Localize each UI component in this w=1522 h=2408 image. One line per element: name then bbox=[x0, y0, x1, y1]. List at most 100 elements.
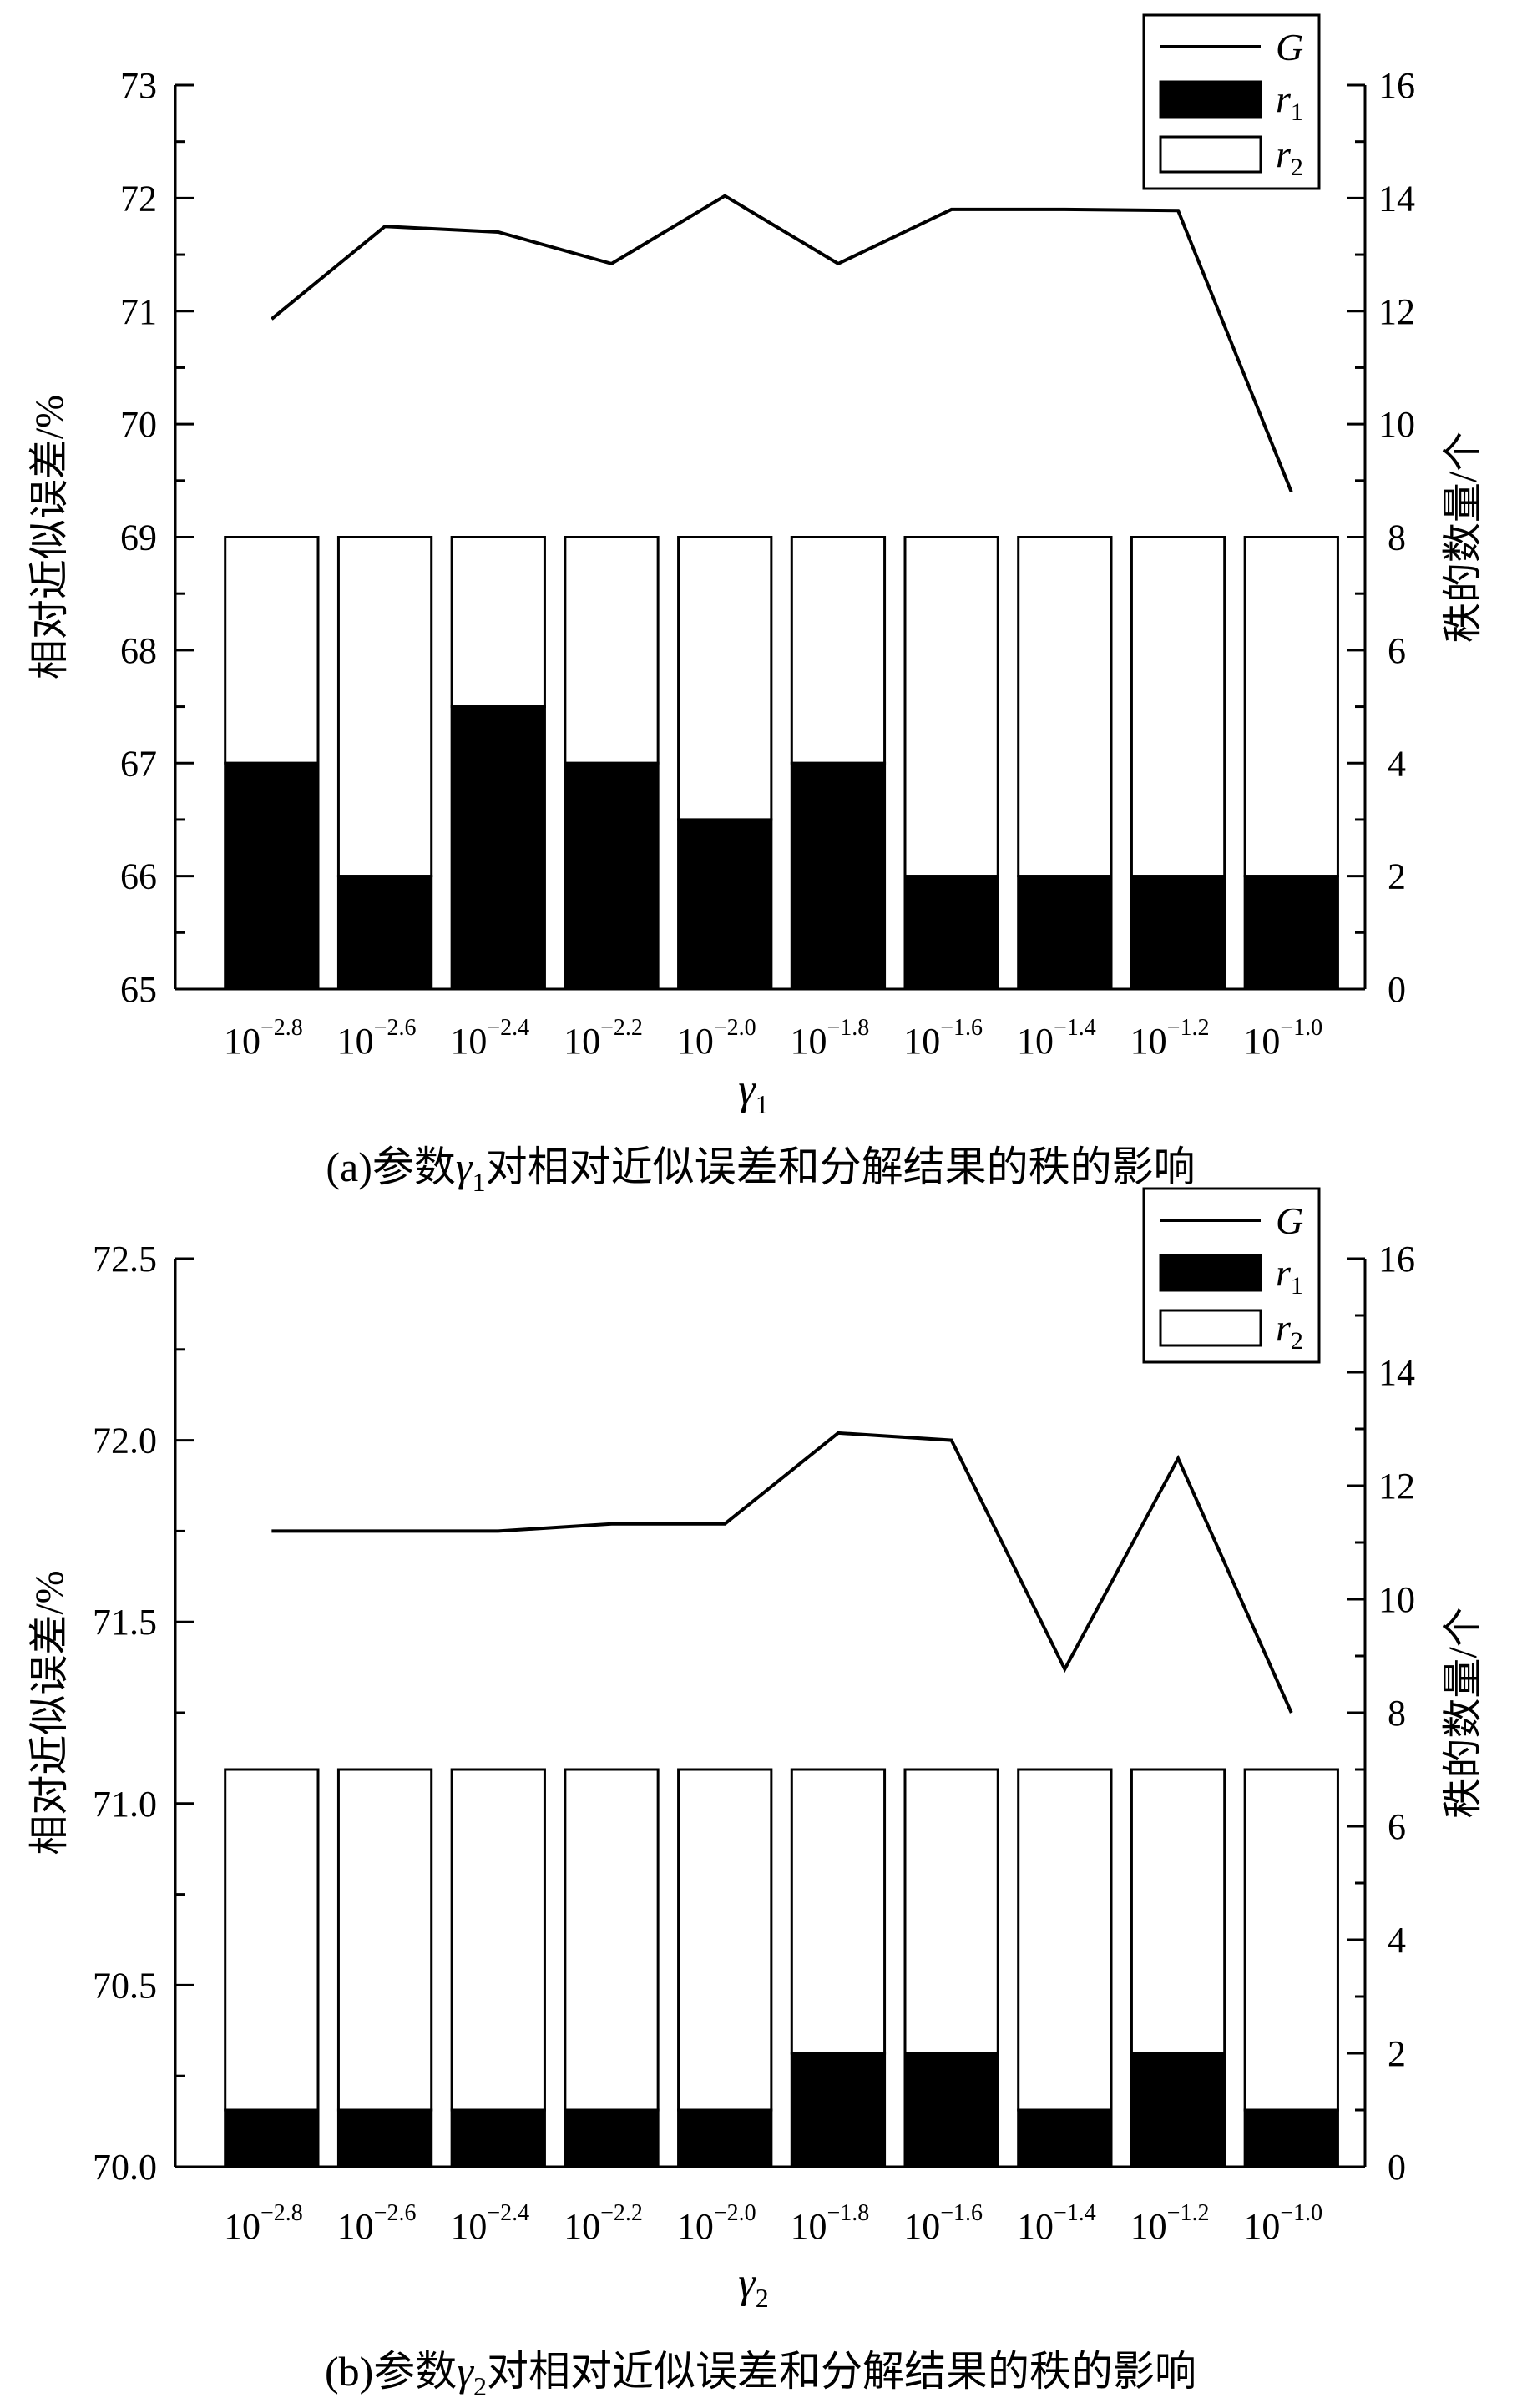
x-tick-label: 10−1.8 bbox=[791, 1015, 870, 1062]
bar-r2 bbox=[790, 536, 887, 765]
x-tick-base: 10 bbox=[791, 1021, 827, 1062]
x-tick-label: 10−1.8 bbox=[791, 2200, 870, 2247]
bar-r2 bbox=[1130, 1768, 1226, 2055]
series-line-G bbox=[271, 194, 1293, 493]
x-tick-base: 10 bbox=[450, 1021, 487, 1062]
y-axis-label-left: 相对近似误差/% bbox=[28, 1570, 72, 1855]
right-tick-label: 16 bbox=[1378, 65, 1415, 106]
left-tick-label: 72.0 bbox=[93, 1421, 157, 1461]
x-tick-base: 10 bbox=[564, 1021, 600, 1062]
legend-label: G bbox=[1276, 26, 1303, 68]
legend-label-sub: 1 bbox=[1291, 98, 1303, 126]
bar-r1 bbox=[1130, 875, 1226, 991]
left-tick-label: 67 bbox=[120, 743, 157, 784]
x-tick-label: 10−1.4 bbox=[1017, 1015, 1096, 1062]
x-tick-base: 10 bbox=[337, 1021, 374, 1062]
y-axis-label-right: 秩的数量/个 bbox=[1441, 432, 1485, 643]
x-tick-base: 10 bbox=[337, 2206, 374, 2247]
bar-r1 bbox=[564, 2108, 660, 2168]
right-tick-label: 0 bbox=[1388, 969, 1406, 1010]
bar-r1 bbox=[790, 761, 887, 991]
x-tick-base: 10 bbox=[1017, 2206, 1054, 2247]
bar-r2 bbox=[903, 536, 999, 878]
x-axis-subscript: 1 bbox=[756, 1089, 769, 1119]
x-tick-label: 10−1.6 bbox=[903, 1015, 983, 1062]
bar-r2 bbox=[903, 1768, 999, 2055]
x-axis-symbol: γ bbox=[738, 2259, 756, 2307]
legend-label-sub: 1 bbox=[1291, 1272, 1303, 1300]
bar-r1 bbox=[224, 2108, 320, 2168]
x-tick-base: 10 bbox=[224, 1021, 260, 1062]
left-tick-label: 71.5 bbox=[93, 1602, 157, 1643]
caption-subscript: 1 bbox=[473, 1167, 486, 1197]
x-tick-label: 10−1.0 bbox=[1243, 2200, 1322, 2247]
x-tick-exponent: −2.6 bbox=[374, 1015, 417, 1041]
bar-r1 bbox=[1017, 2108, 1113, 2168]
right-tick-label: 12 bbox=[1378, 291, 1415, 332]
bar-r1 bbox=[903, 875, 999, 991]
x-tick-exponent: −1.4 bbox=[1054, 2200, 1096, 2226]
x-tick-exponent: −1.4 bbox=[1054, 1015, 1096, 1041]
right-tick-label: 0 bbox=[1388, 2147, 1406, 2188]
bar-r2 bbox=[1017, 536, 1113, 878]
bar-r2 bbox=[677, 1768, 773, 2112]
bar-r1 bbox=[1243, 875, 1339, 991]
x-tick-base: 10 bbox=[1130, 1021, 1167, 1062]
bar-r2 bbox=[1017, 1768, 1113, 2112]
caption-symbol: γ bbox=[457, 2348, 474, 2395]
x-tick-base: 10 bbox=[1130, 2206, 1167, 2247]
x-tick-label: 10−1.0 bbox=[1243, 1015, 1322, 1062]
bar-r2 bbox=[224, 536, 320, 765]
x-tick-exponent: −1.2 bbox=[1167, 1015, 1210, 1041]
bar-r2 bbox=[790, 1768, 887, 2055]
legend-label-text: G bbox=[1276, 26, 1303, 68]
bar-r1 bbox=[1130, 2052, 1226, 2168]
x-tick-base: 10 bbox=[224, 2206, 260, 2247]
x-tick-exponent: −2.4 bbox=[487, 2200, 529, 2226]
x-tick-exponent: −2.8 bbox=[260, 1015, 303, 1041]
legend-label-sub: 2 bbox=[1291, 1327, 1303, 1355]
x-tick-base: 10 bbox=[1243, 1021, 1280, 1062]
right-tick-label: 10 bbox=[1378, 404, 1415, 445]
bar-r2 bbox=[677, 536, 773, 821]
x-tick-label: 10−1.4 bbox=[1017, 2200, 1096, 2247]
caption-suffix: 对相对近似误差和分解结果的秩的影响 bbox=[487, 2348, 1196, 2395]
left-tick-label: 73 bbox=[120, 65, 157, 106]
x-tick-label: 10−2.6 bbox=[337, 2200, 417, 2247]
legend-label-sub: 2 bbox=[1291, 154, 1303, 181]
x-tick-label: 10−2.0 bbox=[677, 1015, 756, 1062]
x-tick-label: 10−2.4 bbox=[450, 2200, 529, 2247]
bar-r2 bbox=[1243, 536, 1339, 878]
x-tick-label: 10−2.8 bbox=[224, 2200, 303, 2247]
x-tick-base: 10 bbox=[791, 2206, 827, 2247]
x-axis-symbol: γ bbox=[738, 1066, 756, 1113]
caption-subscript: 2 bbox=[473, 2371, 487, 2401]
x-tick-exponent: −2.0 bbox=[714, 1015, 756, 1041]
legend-label: r1 bbox=[1276, 1251, 1303, 1300]
left-tick-label: 70.0 bbox=[93, 2147, 157, 2188]
x-tick-label: 10−1.6 bbox=[903, 2200, 983, 2247]
caption-symbol: γ bbox=[456, 1143, 473, 1190]
x-tick-exponent: −2.4 bbox=[487, 1015, 529, 1041]
x-tick-label: 10−1.2 bbox=[1130, 2200, 1210, 2247]
legend-label-text: r bbox=[1276, 1251, 1292, 1294]
x-tick-label: 10−2.6 bbox=[337, 1015, 417, 1062]
left-tick-label: 66 bbox=[120, 856, 157, 897]
x-tick-base: 10 bbox=[564, 2206, 600, 2247]
left-tick-label: 72 bbox=[120, 178, 157, 219]
right-tick-label: 8 bbox=[1388, 1693, 1406, 1734]
chart-panel-b: 70.070.571.071.572.072.5024681012141610−… bbox=[28, 1187, 1485, 2401]
x-tick-base: 10 bbox=[1243, 2206, 1280, 2247]
x-tick-exponent: −2.8 bbox=[260, 2200, 303, 2226]
left-tick-label: 70 bbox=[120, 404, 157, 445]
bar-r2 bbox=[336, 1768, 433, 2112]
legend-swatch-r1 bbox=[1159, 1254, 1262, 1292]
x-tick-exponent: −1.6 bbox=[940, 1015, 983, 1041]
legend-label: r2 bbox=[1276, 133, 1303, 181]
legend-swatch-r1 bbox=[1159, 80, 1262, 119]
x-tick-label: 10−2.2 bbox=[564, 1015, 643, 1062]
x-tick-label: 10−2.2 bbox=[564, 2200, 643, 2247]
legend-label: r2 bbox=[1276, 1306, 1303, 1355]
bar-r1 bbox=[677, 2108, 773, 2168]
legend-label: r1 bbox=[1276, 78, 1303, 126]
